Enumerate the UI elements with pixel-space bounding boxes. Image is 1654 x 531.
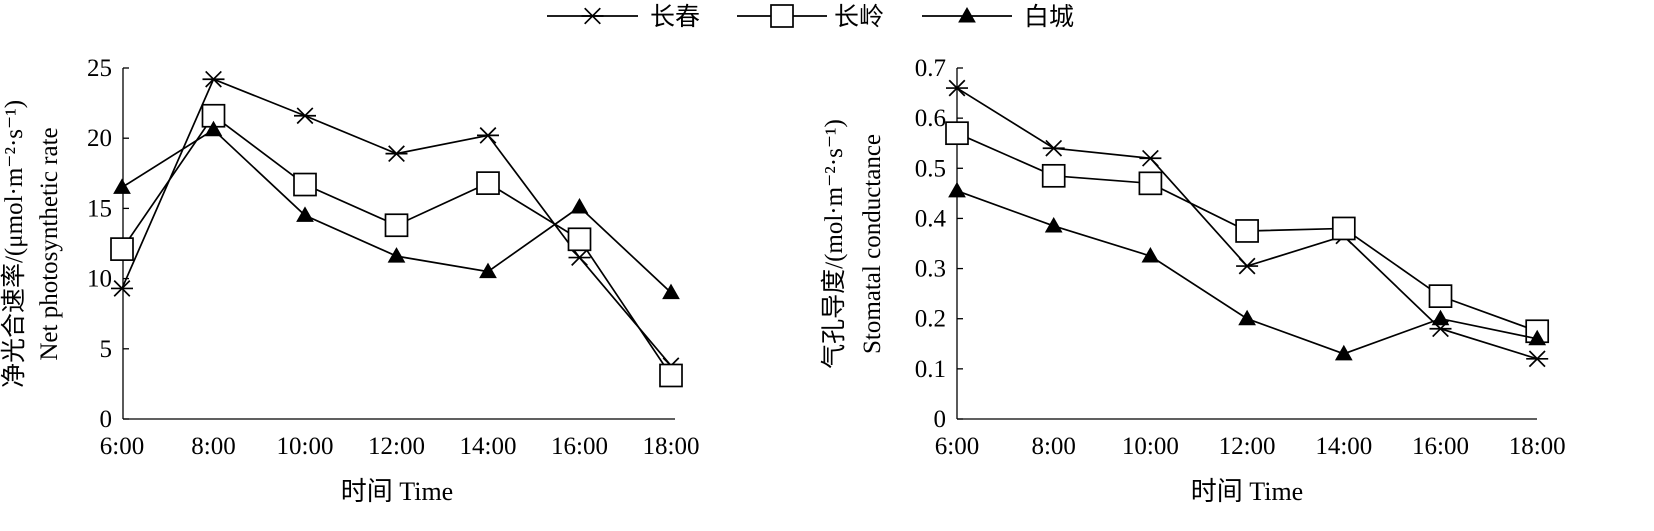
legend-marker	[581, 7, 604, 25]
data-point	[1041, 163, 1066, 188]
y-axis-title: 净光合速率/(μmol·m⁻²·s⁻¹)	[0, 100, 28, 388]
data-point	[384, 213, 409, 238]
x-tick-label: 8:00	[1031, 433, 1075, 460]
series-1	[111, 70, 682, 375]
data-point	[1428, 284, 1453, 308]
x-tick-label: 6:00	[100, 433, 144, 460]
y-tick-label: 20	[87, 125, 112, 152]
data-point	[1141, 247, 1160, 263]
y-tick-label: 0.1	[915, 356, 946, 383]
y-tick-label: 15	[87, 195, 112, 222]
series-3	[948, 181, 1547, 361]
y-tick-label: 0.6	[915, 105, 946, 132]
x-tick-label: 18:00	[643, 433, 700, 460]
legend: 长春 长岭 白城	[547, 3, 1074, 31]
data-point	[1042, 139, 1065, 157]
data-point	[946, 79, 968, 97]
data-point	[1236, 257, 1259, 275]
data-point	[387, 247, 406, 263]
data-point	[659, 363, 683, 388]
data-point	[385, 145, 408, 163]
data-point	[1526, 350, 1549, 368]
x-tick-label: 12:00	[368, 433, 425, 460]
data-point	[570, 197, 589, 214]
data-point	[202, 70, 225, 88]
x-tick-label: 18:00	[1509, 433, 1566, 460]
data-point	[948, 181, 966, 198]
data-point	[1138, 171, 1163, 196]
legend-marker	[770, 4, 794, 28]
x-tick-label: 16:00	[1412, 433, 1469, 460]
x-tick-label: 10:00	[1122, 433, 1179, 460]
series-2	[110, 103, 683, 388]
y-axis-title-english: Stomatal conductance	[859, 134, 886, 354]
data-point	[111, 280, 133, 297]
y-tick-label: 0.4	[915, 205, 947, 232]
chart-panel-1: 0 5 10 15 20 25 6:00 8:00 10:00 12:00 14:00 16:00 18…	[0, 55, 699, 506]
data-point	[296, 206, 314, 222]
x-tick-label: 8:00	[191, 433, 235, 460]
data-point	[479, 262, 497, 279]
x-tick-label: 14:00	[1315, 433, 1372, 460]
data-point	[568, 249, 591, 266]
data-point	[567, 227, 592, 252]
data-point	[1431, 309, 1450, 326]
data-point	[1238, 309, 1256, 326]
legend-marker	[958, 6, 976, 23]
data-point	[477, 126, 499, 144]
x-tick-label: 16:00	[551, 433, 608, 460]
data-point	[1334, 344, 1353, 361]
legend-entry-2: 长岭	[737, 3, 884, 31]
y-tick-label: 0	[934, 406, 947, 433]
y-tick-label: 0.2	[915, 306, 946, 333]
data-point	[476, 171, 500, 195]
x-tick-label: 10:00	[277, 433, 334, 460]
x-tick-label: 6:00	[935, 433, 979, 460]
data-point	[1139, 149, 1162, 167]
data-point	[1331, 216, 1356, 241]
y-tick-label: 25	[87, 55, 112, 82]
legend-entry-1: 长春	[547, 3, 700, 31]
y-axis-title-english: Net photosynthetic rate	[36, 127, 63, 360]
x-axis-title: 时间 Time	[341, 477, 453, 506]
x-tick-label: 12:00	[1219, 433, 1276, 460]
series-2	[945, 121, 1550, 344]
data-point	[113, 178, 131, 194]
chart-panel-2: 0 0.1 0.2 0.3 0.4 0.5 0.6 0.7 6:00 8:00 10:00 12:00…	[820, 55, 1566, 506]
y-tick-label: 0.3	[915, 256, 946, 283]
data-point	[293, 172, 317, 197]
y-tick-label: 5	[100, 336, 113, 363]
data-point	[662, 283, 680, 300]
data-point	[110, 237, 134, 261]
x-tick-label: 14:00	[460, 433, 517, 460]
data-point	[1528, 329, 1547, 346]
legend-label: 白城	[1024, 3, 1074, 31]
data-point	[1235, 219, 1259, 243]
data-point	[204, 120, 223, 137]
y-tick-label: 10	[87, 266, 112, 293]
y-tick-label: 0	[100, 406, 113, 433]
y-tick-label: 0.7	[915, 55, 946, 82]
x-axis-title: 时间 Time	[1191, 477, 1303, 506]
data-point	[945, 121, 969, 146]
series-3	[113, 120, 680, 300]
data-point	[1044, 216, 1063, 233]
y-tick-label: 0.5	[915, 155, 946, 182]
legend-entry-3: 白城	[922, 3, 1074, 31]
data-point	[294, 107, 316, 125]
y-axis-title: 气孔导度/(mol·m⁻²·s⁻¹)	[820, 119, 848, 369]
legend-label: 长岭	[834, 3, 884, 31]
legend-label: 长春	[650, 3, 700, 31]
charts: 0 5 10 15 20 25 6:00 8:00 10:00 12:00 14:00 16:00 18…	[0, 55, 1566, 506]
